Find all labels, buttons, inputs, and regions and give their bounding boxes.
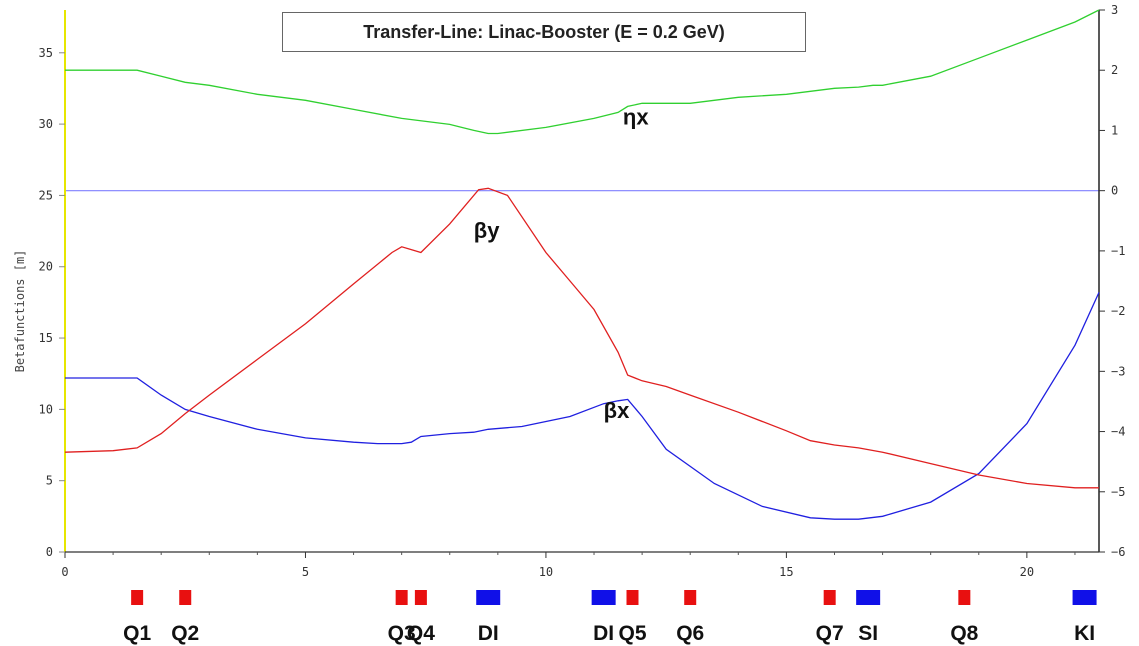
- y-tick-label: 0: [46, 545, 53, 559]
- x-tick-label: 5: [302, 565, 309, 579]
- y2-tick-label: −6: [1111, 545, 1125, 559]
- element-label: Q7: [816, 622, 844, 645]
- quadrupole-marker: [626, 590, 638, 605]
- element-label: Q5: [618, 622, 646, 645]
- quadrupole-marker: [958, 590, 970, 605]
- series-line-betax: [65, 292, 1099, 519]
- y2-tick-label: 1: [1111, 123, 1118, 137]
- chart-title: Transfer-Line: Linac-Booster (E = 0.2 Ge…: [363, 22, 725, 43]
- curve-label-layer: βx βy ηx: [474, 104, 650, 423]
- element-label: Q1: [123, 622, 151, 645]
- y-tick-label: 15: [39, 331, 53, 345]
- y2-tick-label: −2: [1111, 304, 1125, 318]
- x-tick-label: 0: [61, 565, 68, 579]
- curve-label: βx: [604, 398, 630, 423]
- series-line-betay: [65, 188, 1099, 488]
- quadrupole-marker: [396, 590, 408, 605]
- quadrupole-marker: [824, 590, 836, 605]
- x-tick-label: 10: [539, 565, 553, 579]
- y2-tick-label: 2: [1111, 63, 1118, 77]
- quadrupole-marker: [131, 590, 143, 605]
- y2-tick-label: −4: [1111, 425, 1125, 439]
- y2-tick-label: −3: [1111, 364, 1125, 378]
- y-tick-label: 25: [39, 188, 53, 202]
- y-tick-label: 10: [39, 402, 53, 416]
- y-tick-label: 30: [39, 117, 53, 131]
- quadrupole-marker: [415, 590, 427, 605]
- quadrupole-marker: [684, 590, 696, 605]
- y2-tick-label: 0: [1111, 184, 1118, 198]
- dipole-marker: [476, 590, 500, 605]
- y-tick-label: 5: [46, 474, 53, 488]
- quadrupole-marker: [179, 590, 191, 605]
- y-tick-label: 20: [39, 260, 53, 274]
- curve-label: ηx: [623, 104, 649, 129]
- y-axis-title: Betafunctions [m]: [13, 250, 27, 373]
- element-label: Q8: [950, 622, 978, 645]
- element-label: DI: [478, 622, 499, 645]
- element-label: Q4: [407, 622, 435, 645]
- chart-title-box: Transfer-Line: Linac-Booster (E = 0.2 Ge…: [282, 12, 806, 52]
- chart-axes: 0 5 10 15 20 0 5 10 15 20 25 30 35 −6 −5 −4 −3 −2 −1 0 1 2 3 Be…: [13, 3, 1125, 579]
- x-tick-label: 20: [1020, 565, 1034, 579]
- dipole-marker: [856, 590, 880, 605]
- element-label: Q6: [676, 622, 704, 645]
- y2-tick-label: 3: [1111, 3, 1118, 17]
- dipole-marker: [1073, 590, 1097, 605]
- element-label: KI: [1074, 622, 1095, 645]
- y-tick-label: 35: [39, 46, 53, 60]
- chart-series-layer: [65, 10, 1099, 519]
- element-label: Q2: [171, 622, 199, 645]
- curve-label: βy: [474, 218, 500, 243]
- y2-tick-label: −1: [1111, 244, 1125, 258]
- element-label: DI: [593, 622, 614, 645]
- y2-tick-label: −5: [1111, 485, 1125, 499]
- element-label: SI: [858, 622, 878, 645]
- x-tick-label: 15: [779, 565, 793, 579]
- dipole-marker: [592, 590, 616, 605]
